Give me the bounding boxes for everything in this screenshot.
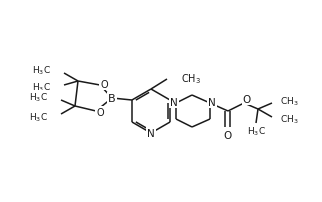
Text: H$_3$C: H$_3$C [32,64,51,77]
Text: N: N [170,98,178,107]
Text: B: B [108,94,116,103]
Text: CH$_3$: CH$_3$ [181,72,201,85]
Text: O: O [224,130,232,140]
Text: H$_3$C: H$_3$C [247,125,265,138]
Text: O: O [96,107,104,117]
Text: N: N [208,98,216,107]
Text: H$_3$C: H$_3$C [29,91,48,104]
Text: CH$_3$: CH$_3$ [280,113,298,126]
Text: O: O [100,80,108,89]
Text: H$_3$C: H$_3$C [32,81,51,94]
Text: O: O [243,95,251,104]
Text: CH$_3$: CH$_3$ [280,95,298,108]
Text: H$_3$C: H$_3$C [29,111,48,124]
Text: N: N [147,128,155,138]
